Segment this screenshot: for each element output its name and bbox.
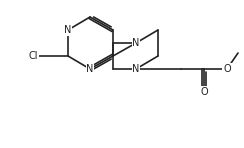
Text: N: N [86,64,94,74]
Text: N: N [132,64,140,74]
Text: Cl: Cl [29,51,38,61]
Text: N: N [64,25,72,35]
Text: N: N [132,38,140,48]
Text: O: O [223,64,231,74]
Text: O: O [200,87,208,97]
